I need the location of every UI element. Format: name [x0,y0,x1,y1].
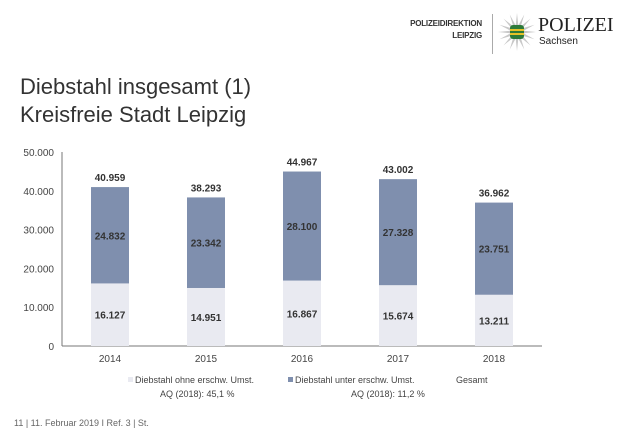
x-tick-label: 2016 [291,354,314,365]
bar-segment [283,280,321,346]
logo-text: POLIZEI [538,14,614,36]
total-label: 44.967 [287,158,318,169]
org-line1: POLIZEIDIREKTION [410,19,482,28]
bar-segment [91,187,129,284]
page-subtitle: Kreisfreie Stadt Leipzig [20,102,247,127]
x-tick-label: 2017 [387,354,410,365]
legend-label: Diebstahl ohne erschw. Umst. [135,375,254,385]
bar-segment [187,197,225,288]
data-label: 13.211 [479,316,509,327]
data-label: 16.127 [95,311,126,322]
legend-swatch [128,377,133,382]
bar-segment [379,285,417,346]
bar-segment [187,287,225,346]
x-tick-label: 2015 [195,354,218,365]
data-label: 15.674 [383,312,414,323]
bar-segment [283,171,321,281]
bar-segment [475,202,513,295]
y-tick-label: 50.000 [23,148,54,159]
total-label: 43.002 [383,165,414,176]
legend-swatch [288,377,293,382]
divider [492,14,493,54]
y-tick-label: 30.000 [23,226,54,237]
data-label: 28.100 [287,222,318,233]
bar-segment [91,283,129,346]
aq-note-2: AQ (2018): 11,2 % [351,389,425,399]
page-title: Diebstahl insgesamt (1) [20,74,252,99]
y-tick-label: 10.000 [23,303,54,314]
data-label: 27.328 [383,228,414,239]
logo-subtext: Sachsen [539,36,578,47]
x-tick-label: 2018 [483,354,506,365]
y-tick-label: 40.000 [23,187,54,198]
data-label: 14.951 [191,313,222,324]
bar-segment [475,294,513,346]
aq-note-1: AQ (2018): 45,1 % [160,389,235,399]
y-tick-label: 20.000 [23,264,54,275]
police-star-logo-icon [498,13,536,51]
data-label: 23.751 [479,245,510,256]
data-label: 23.342 [191,239,222,250]
org-line2: LEIPZIG [452,31,482,40]
legend-label: Diebstahl unter erschw. Umst. [295,375,415,385]
data-label: 24.832 [95,231,126,242]
org-name: POLIZEIDIREKTION LEIPZIG [410,18,482,42]
legend-label: Gesamt [456,375,488,385]
y-tick-label: 0 [48,342,54,353]
total-label: 38.293 [191,183,222,194]
total-label: 40.959 [95,173,126,184]
total-label: 36.962 [479,189,510,200]
data-label: 16.867 [287,309,318,320]
footer: 11 | 11. Februar 2019 I Ref. 3 | St. [14,418,149,428]
bar-segment [379,179,417,286]
x-tick-label: 2014 [99,354,122,365]
